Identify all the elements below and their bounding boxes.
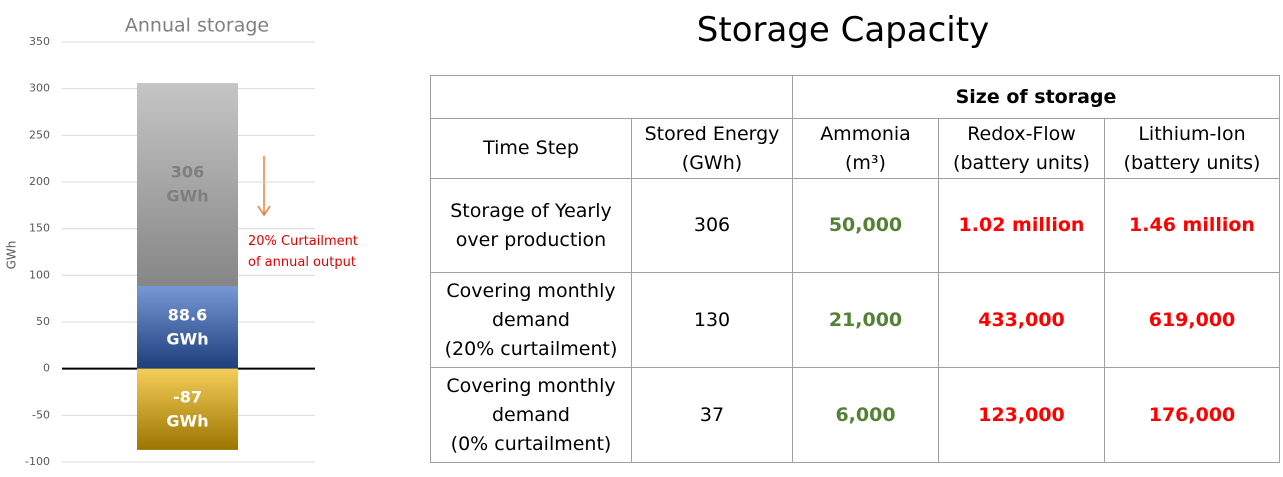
y-tick-label: 350 — [29, 35, 50, 48]
table-cell: 176,000 — [1104, 367, 1280, 463]
annotation-line: of annual output — [248, 255, 356, 270]
y-tick-label: -100 — [25, 455, 50, 468]
value-label-line: 88.6 — [168, 305, 207, 324]
y-tick-label: 150 — [29, 222, 50, 235]
table-cell: 130 — [631, 272, 793, 368]
y-tick-label: 250 — [29, 128, 50, 141]
table-title: Storage Capacity — [696, 10, 990, 50]
value-label-line: -87 — [173, 387, 202, 406]
table-cell: Covering monthly demand (20% curtailment… — [430, 272, 632, 368]
arrow-head — [257, 205, 271, 217]
value-label-line: 306 — [171, 162, 204, 181]
value-label: -87 GWh — [166, 387, 208, 430]
table-row: Time Step Stored Energy (GWh) Ammonia (m³)… — [430, 118, 1280, 179]
table-cell: 1.02 million — [938, 178, 1105, 273]
table-cell: Stored Energy (GWh) — [631, 118, 793, 179]
table-cell: Size of storage — [792, 75, 1280, 119]
table-cell: Lithium-Ion (battery units) — [1104, 118, 1280, 179]
table-cell — [430, 75, 793, 119]
y-axis-title: GWh — [5, 241, 19, 270]
y-tick-label: 100 — [29, 268, 50, 281]
table-cell: Covering monthly demand (0% curtailment) — [430, 367, 632, 463]
table-cell: 6,000 — [792, 367, 939, 463]
value-label-line: GWh — [166, 329, 208, 348]
table: Size of storage Time Step Stored Energy (G… — [430, 75, 1280, 463]
bar-shade — [137, 368, 238, 450]
table-row: Covering monthly demand (20% curtailment… — [430, 272, 1280, 368]
table-cell: 50,000 — [792, 178, 939, 273]
y-tick-label: -50 — [32, 408, 50, 421]
y-tick-label: 300 — [29, 82, 50, 95]
table-cell: 1.46 million — [1104, 178, 1280, 273]
table-row: Size of storage — [430, 75, 1280, 119]
annotation-line: 20% Curtailment — [248, 234, 358, 249]
table-row: Covering monthly demand (0% curtailment)… — [430, 367, 1280, 463]
table-cell: Ammonia (m³) — [792, 118, 939, 179]
chart: Annual storage GWh -100 -50 0 50 100 150 200 25… — [5, 15, 358, 469]
chart-title: Annual storage — [125, 15, 269, 37]
table-cell: 123,000 — [938, 367, 1105, 463]
table-row: Storage of Yearly over production 306 50,0… — [430, 178, 1280, 273]
y-tick-label: 50 — [36, 315, 50, 328]
bar-shade — [137, 285, 238, 369]
annotation: 20% Curtailment of annual output — [248, 234, 358, 270]
table-cell: 306 — [631, 178, 793, 273]
value-label-line: GWh — [166, 411, 208, 430]
table-cell: 619,000 — [1104, 272, 1280, 368]
value-label: 306 GWh — [166, 162, 208, 205]
table-cell: 21,000 — [792, 272, 939, 368]
table-cell: 37 — [631, 367, 793, 463]
table-cell: 433,000 — [938, 272, 1105, 368]
y-tick-label: 200 — [29, 175, 50, 188]
table-cell: Storage of Yearly over production — [430, 178, 632, 273]
y-tick-label: 0 — [43, 362, 50, 375]
table-cell: Time Step — [430, 118, 632, 179]
value-label-line: GWh — [166, 186, 208, 205]
table-cell: Redox-Flow (battery units) — [938, 118, 1105, 179]
value-label: 88.6 GWh — [166, 305, 208, 348]
